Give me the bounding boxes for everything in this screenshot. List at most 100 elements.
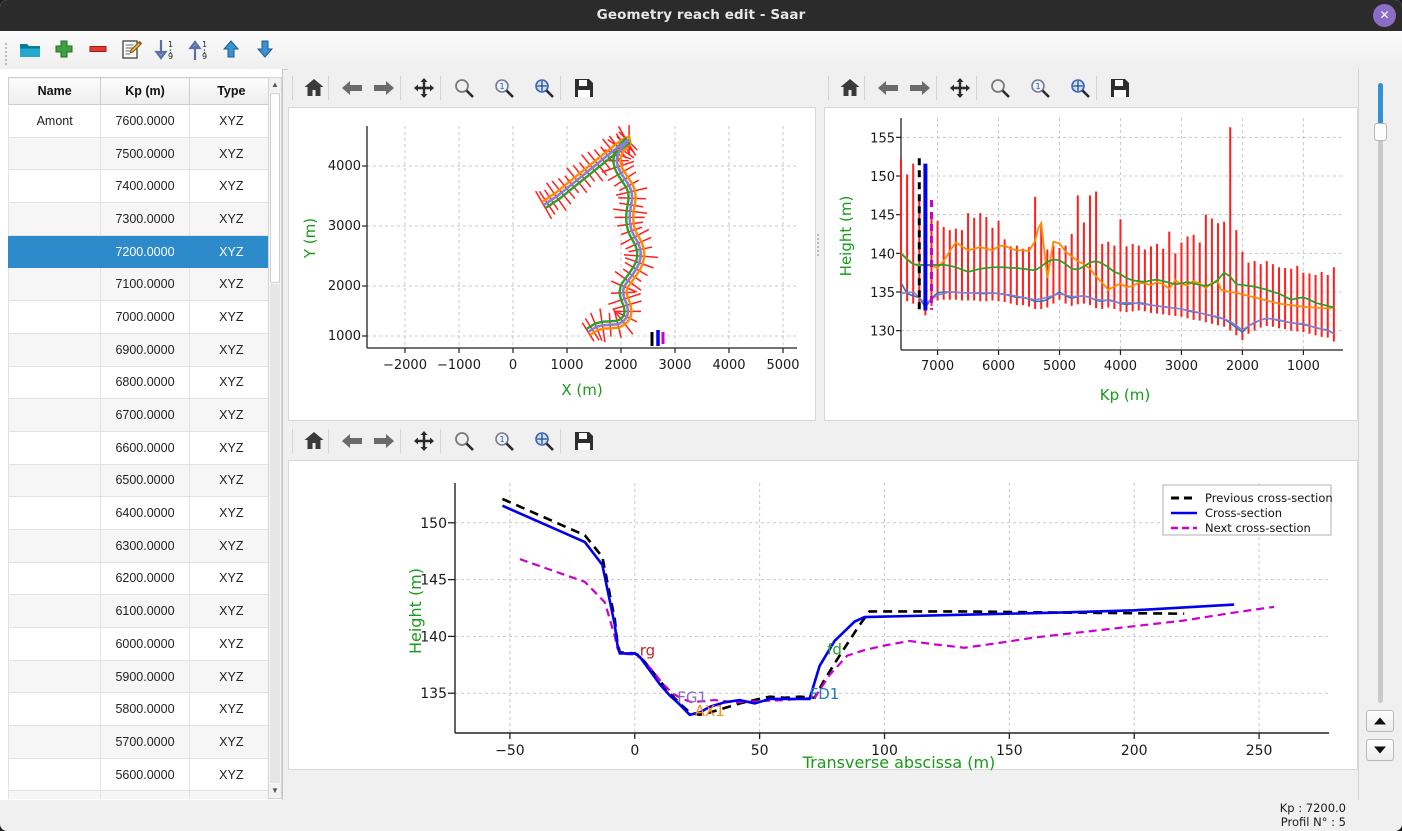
cell-kp[interactable]: 6600.0000 <box>100 430 190 465</box>
cell-type[interactable]: XYZ <box>188 136 274 171</box>
step-up-button[interactable] <box>1366 710 1394 732</box>
table-row[interactable]: 6600.0000 XYZ <box>8 430 274 465</box>
profile-slider[interactable] <box>1373 83 1387 703</box>
table-row[interactable]: 7100.0000 XYZ <box>8 267 274 302</box>
cell-kp[interactable]: 5900.0000 <box>100 659 190 694</box>
reach-table[interactable]: Name Kp (m) Type Amont 7600.0000 XYZ 7500.0… <box>8 77 274 799</box>
cell-name[interactable] <box>8 692 102 727</box>
scroll-up-arrow-icon[interactable]: ▲ <box>269 78 281 92</box>
pan-button[interactable] <box>408 426 440 456</box>
zoom-fit-button[interactable] <box>1064 73 1096 103</box>
table-row[interactable]: 6700.0000 XYZ <box>8 398 274 432</box>
step-down-button[interactable] <box>1366 739 1394 761</box>
home-button[interactable] <box>834 73 866 103</box>
table-row[interactable]: 6900.0000 XYZ <box>8 332 274 367</box>
table-row[interactable]: 5800.0000 XYZ <box>8 692 274 727</box>
table-row[interactable]: 6100.0000 XYZ <box>8 594 274 628</box>
pan-button[interactable] <box>944 73 976 103</box>
cell-name[interactable] <box>8 528 102 563</box>
back-button[interactable] <box>336 426 368 456</box>
cell-name[interactable] <box>8 398 102 432</box>
cell-name[interactable] <box>8 300 102 334</box>
open-folder-button[interactable] <box>15 35 45 65</box>
scroll-down-arrow-icon[interactable]: ▼ <box>269 784 281 798</box>
cell-name[interactable] <box>8 463 102 498</box>
cell-kp[interactable]: 6100.0000 <box>100 594 190 628</box>
sort-descending-button[interactable]: 1 9 <box>151 35 181 65</box>
cell-kp[interactable]: 6700.0000 <box>100 398 190 432</box>
table-row[interactable]: 7300.0000 XYZ <box>8 202 274 236</box>
cell-type[interactable]: XYZ <box>188 659 274 694</box>
zoom-button[interactable] <box>448 426 480 456</box>
cell-name[interactable] <box>8 790 102 799</box>
cell-type[interactable]: XYZ <box>188 757 274 792</box>
table-scrollbar[interactable]: ▲ ▼ <box>268 77 282 799</box>
forward-button[interactable] <box>368 426 400 456</box>
cell-kp[interactable]: 7000.0000 <box>100 300 190 334</box>
forward-button[interactable] <box>368 73 400 103</box>
cell-name[interactable] <box>8 332 102 367</box>
back-button[interactable] <box>872 73 904 103</box>
cell-kp[interactable]: 7300.0000 <box>100 202 190 236</box>
cell-type[interactable]: XYZ <box>188 365 274 400</box>
zoom-fit-button[interactable] <box>528 73 560 103</box>
save-figure-button[interactable] <box>568 73 600 103</box>
slider-handle[interactable] <box>1374 123 1387 141</box>
column-header-name[interactable]: Name <box>8 77 102 105</box>
scrollbar-track[interactable] <box>270 284 280 783</box>
cell-name[interactable] <box>8 136 102 171</box>
cell-type[interactable]: XYZ <box>188 300 274 334</box>
cell-type[interactable]: XYZ <box>188 692 274 727</box>
table-row[interactable]: 7500.0000 XYZ <box>8 136 274 171</box>
cell-type[interactable]: XYZ <box>188 430 274 465</box>
table-row[interactable]: 7000.0000 XYZ <box>8 300 274 334</box>
scrollbar-thumb[interactable] <box>270 93 280 283</box>
column-header-type[interactable]: Type <box>188 77 274 105</box>
cell-kp[interactable]: 6900.0000 <box>100 332 190 367</box>
cell-kp[interactable]: 7500.0000 <box>100 136 190 171</box>
cell-name[interactable] <box>8 169 102 204</box>
cell-type[interactable]: XYZ <box>188 332 274 367</box>
cell-kp[interactable]: 5800.0000 <box>100 692 190 727</box>
cell-name[interactable] <box>8 267 102 302</box>
cell-name[interactable] <box>8 757 102 792</box>
column-header-kp[interactable]: Kp (m) <box>100 77 190 105</box>
zoom-one-button[interactable]: 1 <box>488 73 520 103</box>
cell-name[interactable] <box>8 365 102 400</box>
table-row[interactable]: 6400.0000 XYZ <box>8 496 274 530</box>
cross-section-canvas[interactable]: 135 140 145 150 −50 0 50 100 150 200 250 Transver… <box>288 460 1358 772</box>
longitudinal-profile-canvas[interactable]: 130 135 140 145 150 155 7000 6000 5000 4000 3000 2… <box>824 107 1358 421</box>
cell-kp[interactable]: 6000.0000 <box>100 627 190 661</box>
cell-name[interactable] <box>8 561 102 596</box>
cell-type[interactable]: XYZ <box>188 398 274 432</box>
cell-name[interactable]: Amont <box>8 104 102 138</box>
table-row[interactable]: Amont 7600.0000 XYZ <box>8 104 274 138</box>
cell-kp[interactable]: 5700.0000 <box>100 725 190 759</box>
cell-kp[interactable]: 5500.0000 <box>100 790 190 799</box>
cell-kp[interactable]: 7400.0000 <box>100 169 190 204</box>
remove-button[interactable] <box>83 35 113 65</box>
cell-type[interactable]: XYZ <box>188 234 274 269</box>
cell-name[interactable] <box>8 594 102 628</box>
zoom-button[interactable] <box>984 73 1016 103</box>
cell-type[interactable]: XYZ <box>188 627 274 661</box>
cell-type[interactable]: XYZ <box>188 104 274 138</box>
add-button[interactable] <box>49 35 79 65</box>
cell-type[interactable]: XYZ <box>188 725 274 759</box>
save-figure-button[interactable] <box>568 426 600 456</box>
save-figure-button[interactable] <box>1104 73 1136 103</box>
cell-kp[interactable]: 6200.0000 <box>100 561 190 596</box>
table-row[interactable]: 6000.0000 XYZ <box>8 627 274 661</box>
zoom-fit-button[interactable] <box>528 426 560 456</box>
cell-type[interactable]: XYZ <box>188 561 274 596</box>
cell-type[interactable]: XYZ <box>188 594 274 628</box>
cell-kp[interactable]: 5600.0000 <box>100 757 190 792</box>
table-row[interactable]: 5900.0000 XYZ <box>8 659 274 694</box>
cell-type[interactable]: XYZ <box>188 496 274 530</box>
cell-type[interactable]: XYZ <box>188 267 274 302</box>
table-row[interactable]: 6500.0000 XYZ <box>8 463 274 498</box>
table-row[interactable]: 5700.0000 XYZ <box>8 725 274 759</box>
cell-name[interactable] <box>8 430 102 465</box>
table-row[interactable]: 5600.0000 XYZ <box>8 757 274 792</box>
